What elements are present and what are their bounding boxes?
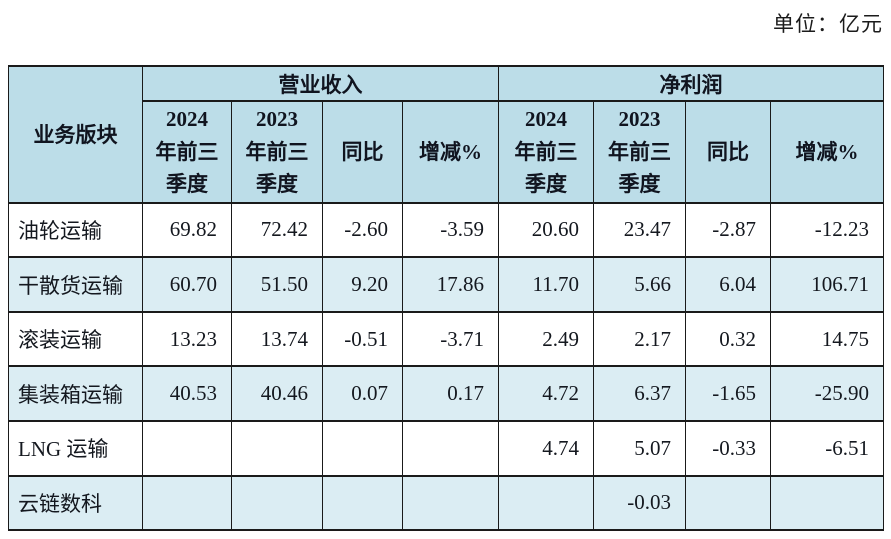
cell xyxy=(322,474,403,532)
cell: 17.86 xyxy=(402,256,499,313)
cell: 60.70 xyxy=(142,256,232,313)
cell: 2.49 xyxy=(498,310,594,368)
cell: -3.71 xyxy=(402,310,499,368)
cell: 40.53 xyxy=(142,365,232,423)
cell xyxy=(498,474,594,532)
table-header: 业务版块 营业收入 净利润 2024 年前三 季度 2023 年前三 季度 同比… xyxy=(8,65,884,204)
cell xyxy=(231,474,323,532)
cell: 6.04 xyxy=(685,256,771,313)
cell xyxy=(231,420,323,477)
cell: 5.07 xyxy=(593,420,686,477)
cell: 40.46 xyxy=(231,365,323,423)
cell: -1.65 xyxy=(685,365,771,423)
subheader-profit-2024: 2024 年前三 季度 xyxy=(498,100,594,204)
table-row-dry-bulk: 干散货运输 60.70 51.50 9.20 17.86 11.70 5.66 … xyxy=(8,256,884,313)
cell: 72.42 xyxy=(231,201,323,259)
cell: -12.23 xyxy=(770,201,884,259)
cell: 9.20 xyxy=(322,256,403,313)
group-header-row: 业务版块 营业收入 净利润 xyxy=(8,65,884,204)
row-label: 滚装运输 xyxy=(8,310,143,368)
cell xyxy=(322,420,403,477)
cell: 0.32 xyxy=(685,310,771,368)
cell: 4.72 xyxy=(498,365,594,423)
cell: 0.07 xyxy=(322,365,403,423)
cell: 20.60 xyxy=(498,201,594,259)
row-label: 干散货运输 xyxy=(8,256,143,313)
unit-label: 单位：亿元 xyxy=(773,12,883,36)
table-row-yunlian-digital: 云链数科 -0.03 xyxy=(8,474,884,532)
subheader-profit-yoy: 同比 xyxy=(685,100,771,204)
cell: 6.37 xyxy=(593,365,686,423)
cell: -6.51 xyxy=(770,420,884,477)
cell xyxy=(402,474,499,532)
cell: -0.51 xyxy=(322,310,403,368)
cell: 69.82 xyxy=(142,201,232,259)
cell: -3.59 xyxy=(402,201,499,259)
cell: 106.71 xyxy=(770,256,884,313)
row-label: 集装箱运输 xyxy=(8,365,143,423)
row-label: LNG 运输 xyxy=(8,420,143,477)
cell: 11.70 xyxy=(498,256,594,313)
subheader-profit-change-pct: 增减% xyxy=(770,100,884,204)
table-body: 油轮运输 69.82 72.42 -2.60 -3.59 20.60 23.47… xyxy=(8,201,884,532)
cell: -0.33 xyxy=(685,420,771,477)
subheader-revenue-2024: 2024 年前三 季度 xyxy=(142,100,232,204)
corner-header-business-segment: 业务版块 xyxy=(8,65,143,204)
cell: -25.90 xyxy=(770,365,884,423)
cell: 51.50 xyxy=(231,256,323,313)
subheader-revenue-2023: 2023 年前三 季度 xyxy=(231,100,323,204)
table-row-oil-tanker: 油轮运输 69.82 72.42 -2.60 -3.59 20.60 23.47… xyxy=(8,201,884,259)
cell: -2.87 xyxy=(685,201,771,259)
sub-header-row: 2024 年前三 季度 2023 年前三 季度 同比 增减% 2024 年前三 … xyxy=(9,100,884,204)
subheader-profit-2023: 2023 年前三 季度 xyxy=(593,100,686,204)
table-row-container: 集装箱运输 40.53 40.46 0.07 0.17 4.72 6.37 -1… xyxy=(8,365,884,423)
cell: 0.17 xyxy=(402,365,499,423)
cell: -0.03 xyxy=(593,474,686,532)
cell: -2.60 xyxy=(322,201,403,259)
cell: 13.23 xyxy=(142,310,232,368)
cell: 13.74 xyxy=(231,310,323,368)
group-header-operating-revenue: 营业收入 xyxy=(142,65,499,102)
cell xyxy=(142,420,232,477)
cell: 23.47 xyxy=(593,201,686,259)
row-label: 油轮运输 xyxy=(8,201,143,259)
cell xyxy=(770,474,884,532)
cell xyxy=(402,420,499,477)
cell: 5.66 xyxy=(593,256,686,313)
cell xyxy=(685,474,771,532)
cell: 4.74 xyxy=(498,420,594,477)
row-label: 云链数科 xyxy=(8,474,143,532)
subheader-revenue-change-pct: 增减% xyxy=(402,100,499,204)
segment-results-table: 业务版块 营业收入 净利润 2024 年前三 季度 2023 年前三 季度 同比… xyxy=(8,65,884,532)
subheader-revenue-yoy: 同比 xyxy=(322,100,403,204)
table-row-lng: LNG 运输 4.74 5.07 -0.33 -6.51 xyxy=(8,420,884,477)
table-row-roro: 滚装运输 13.23 13.74 -0.51 -3.71 2.49 2.17 0… xyxy=(8,310,884,368)
cell: 2.17 xyxy=(593,310,686,368)
cell: 14.75 xyxy=(770,310,884,368)
group-header-net-profit: 净利润 xyxy=(498,65,884,102)
cell xyxy=(142,474,232,532)
